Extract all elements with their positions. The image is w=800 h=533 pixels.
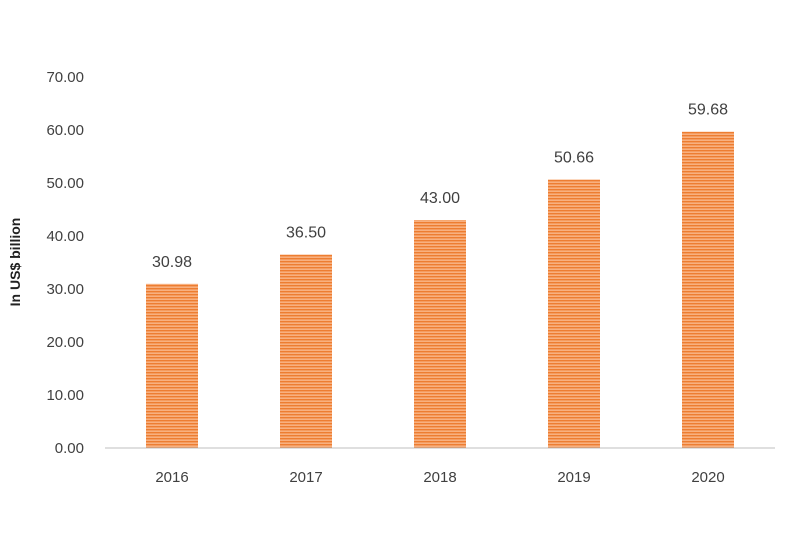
y-tick-label: 60.00	[46, 122, 84, 139]
bar	[414, 220, 466, 448]
bar	[682, 131, 734, 449]
x-tick-label: 2020	[691, 469, 724, 486]
data-label: 36.50	[286, 225, 326, 242]
x-axis-ticks: 2016 2017 2018 2019 2020	[155, 469, 724, 486]
data-label: 50.66	[554, 150, 594, 167]
bars	[146, 131, 734, 449]
x-tick-label: 2018	[423, 469, 456, 486]
y-tick-label: 20.00	[46, 334, 84, 351]
bar	[146, 283, 198, 448]
y-tick-label: 70.00	[46, 69, 84, 86]
x-tick-label: 2019	[557, 469, 590, 486]
y-tick-label: 40.00	[46, 228, 84, 245]
y-tick-label: 50.00	[46, 175, 84, 192]
x-tick-label: 2016	[155, 469, 188, 486]
data-label: 59.68	[688, 102, 728, 119]
data-label: 43.00	[420, 190, 460, 207]
data-labels: 30.98 36.50 43.00 50.66 59.68	[152, 102, 728, 271]
bar	[280, 254, 332, 448]
x-tick-label: 2017	[289, 469, 322, 486]
y-tick-label: 10.00	[46, 387, 84, 404]
bar	[548, 179, 600, 448]
y-tick-label: 30.00	[46, 281, 84, 298]
y-axis-ticks: 0.00 10.00 20.00 30.00 40.00 50.00 60.00 70.00	[46, 69, 84, 457]
y-axis-title: In US$ billion	[7, 218, 23, 307]
data-label: 30.98	[152, 254, 192, 271]
y-tick-label: 0.00	[55, 440, 84, 457]
